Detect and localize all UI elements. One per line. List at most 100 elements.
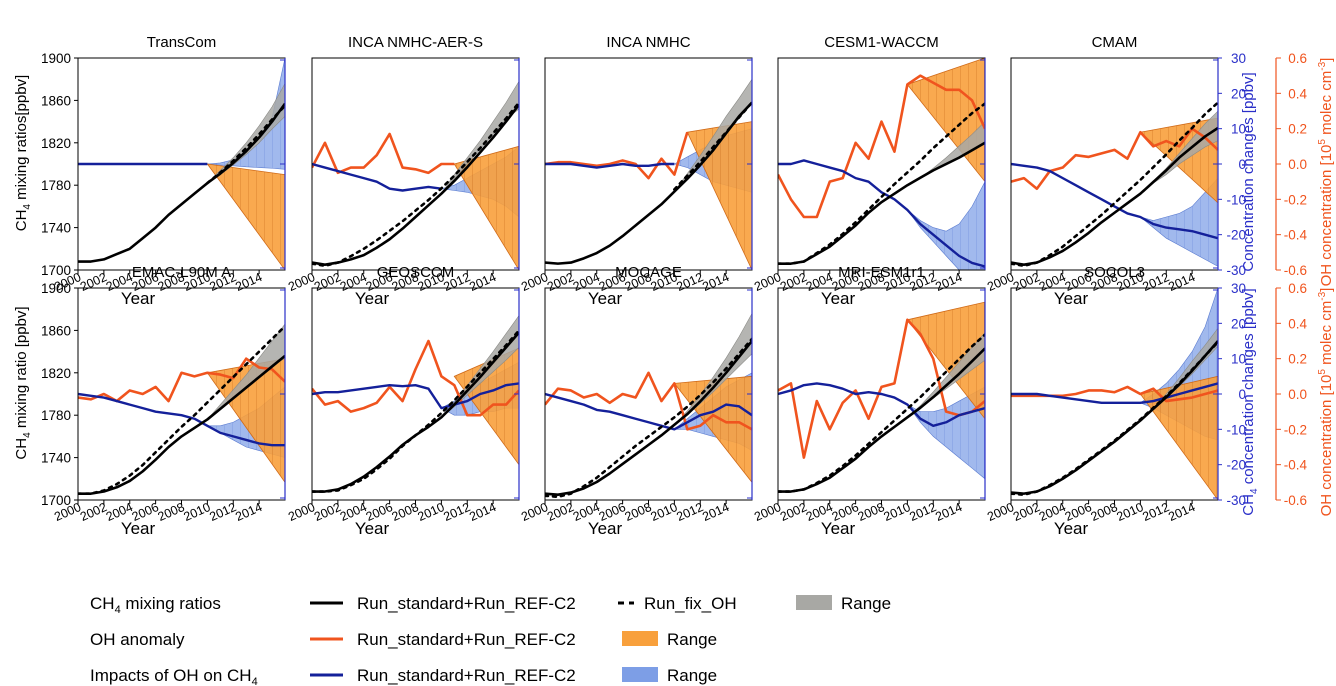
y-tick-label: 1700	[41, 263, 71, 278]
panel-emac-l90m-a: EMAC-L90M A20002002200420062008201020122…	[41, 264, 286, 538]
impact-range-hatch	[207, 58, 285, 170]
blue-tick-label: -10	[1226, 422, 1246, 437]
y-tick-label: 1860	[41, 323, 71, 338]
x-tick-label: 2014	[700, 500, 731, 524]
panel-plot-area	[1011, 288, 1218, 500]
ch4-range-band	[441, 315, 519, 418]
orange-tick-label: -0.4	[1284, 228, 1308, 243]
oh-line	[778, 318, 985, 459]
right-blue-ylabel-bottom: CH4 concentration changes [ppbv]	[1240, 288, 1260, 515]
legend-impact-range: Range	[667, 666, 717, 685]
ch4-line	[778, 141, 985, 265]
panel-title: TransCom	[147, 34, 216, 51]
blue-tick-label: 20	[1231, 316, 1246, 331]
legend-oh-series: Run_standard+Run_REF-C2	[357, 630, 576, 649]
orange-tick-label: -0.4	[1284, 458, 1308, 473]
legend-oh-range-swatch	[622, 631, 658, 646]
right-orange-ylabel-bottom: OH concentration [105 molec cm-3]	[1317, 288, 1335, 517]
ch4-range-band	[441, 80, 519, 194]
panel-inca-nmhc: INCA NMHC2000200220042006200820102012201…	[519, 34, 753, 308]
blue-tick-label: 30	[1231, 51, 1246, 66]
x-tick-label: 2014	[1166, 500, 1197, 524]
legend-impact-range-swatch	[622, 667, 658, 682]
legend-ch4-range: Range	[841, 594, 891, 613]
x-tick-label: 2014	[933, 270, 964, 294]
ch4-fix-oh-line	[778, 102, 985, 265]
oh-range-hatch	[207, 358, 285, 483]
ch4-range-band	[207, 82, 285, 184]
oh-line	[312, 339, 519, 417]
panel-title: MOCAGE	[615, 264, 682, 281]
panel-mocage: MOCAGE20002002200420062008201020122014Ye…	[519, 264, 753, 538]
impact-range-hatch	[907, 386, 985, 479]
panel-transcom: TransCom20002002200420062008201020122014…	[41, 34, 286, 308]
blue-tick-label: 20	[1231, 86, 1246, 101]
ch4-line	[778, 347, 985, 493]
impact-line	[78, 392, 285, 447]
blue-tick-label: 30	[1231, 281, 1246, 296]
blue-tick-label: 10	[1231, 352, 1246, 367]
blue-tick-label: 0	[1238, 157, 1246, 172]
blue-tick-label: -10	[1226, 192, 1246, 207]
y-tick-label: 1740	[41, 451, 71, 466]
orange-tick-label: 0.4	[1288, 86, 1307, 101]
x-axis-label: Year	[1054, 519, 1089, 538]
impact-line	[1011, 162, 1218, 240]
panel-plot-area	[778, 301, 985, 493]
ch4-line	[312, 331, 519, 493]
blue-tick-label: -20	[1226, 458, 1246, 473]
x-axis-label: Year	[355, 519, 390, 538]
legend-row2-label: OH anomaly	[90, 630, 185, 649]
orange-tick-label: -0.6	[1284, 493, 1307, 508]
blue-tick-label: -20	[1226, 228, 1246, 243]
orange-tick-label: 0.2	[1288, 122, 1307, 137]
impact-range-hatch	[907, 181, 985, 270]
panel-title: GEOSCCM	[377, 264, 455, 281]
x-tick-label: 2014	[233, 270, 264, 294]
panel-title: CESM1-WACCM	[824, 34, 938, 51]
panel-plot-area	[545, 78, 752, 270]
x-axis-label: Year	[821, 519, 856, 538]
orange-tick-label: -0.2	[1284, 422, 1307, 437]
orange-tick-label: 0.2	[1288, 352, 1307, 367]
orange-tick-label: 0.6	[1288, 51, 1307, 66]
y-tick-label: 1780	[41, 178, 71, 193]
y-tick-label: 1900	[41, 51, 71, 66]
impact-line	[778, 159, 985, 268]
panel-grid: TransCom20002002200420062008201020122014…	[41, 34, 1308, 538]
left-ylabel-bottom: CH4 mixing ratio [ppbv]	[13, 306, 33, 459]
impact-line	[1011, 382, 1218, 405]
ch4-line	[545, 101, 752, 265]
legend-oh-range: Range	[667, 630, 717, 649]
panel-title: CMAM	[1092, 34, 1138, 51]
orange-tick-label: -0.6	[1284, 263, 1307, 278]
blue-tick-label: -30	[1226, 493, 1246, 508]
y-tick-label: 1740	[41, 221, 71, 236]
x-axis-label: Year	[121, 519, 156, 538]
right-blue-ylabel-top: Concentration changes [ppbv]	[1240, 72, 1257, 271]
orange-tick-label: 0.6	[1288, 281, 1307, 296]
panel-title: INCA NMHC-AER-S	[348, 34, 483, 51]
ch4-line	[545, 340, 752, 496]
y-tick-label: 1820	[41, 366, 71, 381]
oh-range-hatch	[907, 302, 985, 419]
panel-title: EMAC-L90M A	[132, 264, 231, 281]
legend: CH4 mixing ratios Run_standard+Run_REF-C…	[90, 594, 891, 686]
oh-range-hatch	[454, 348, 519, 465]
panel-inca-nmhc-aer-s: INCA NMHC-AER-S2000200220042006200820102…	[286, 34, 520, 308]
oh-range-hatch	[454, 146, 519, 270]
panel-plot-area	[312, 315, 519, 493]
x-tick-label: 2014	[933, 500, 964, 524]
y-tick-label: 1900	[41, 281, 71, 296]
ch4-line	[78, 102, 285, 263]
panel-plot-area	[312, 80, 519, 270]
impact-line	[545, 162, 675, 169]
panel-plot-area	[778, 58, 985, 270]
x-tick-label: 2014	[700, 270, 731, 294]
panel-title: MRI-ESM1r1	[838, 264, 925, 281]
panel-plot-area	[78, 323, 285, 495]
x-axis-label: Year	[1054, 289, 1089, 308]
ch4-line	[78, 354, 285, 495]
oh-line	[312, 132, 455, 175]
oh-line	[545, 371, 752, 431]
